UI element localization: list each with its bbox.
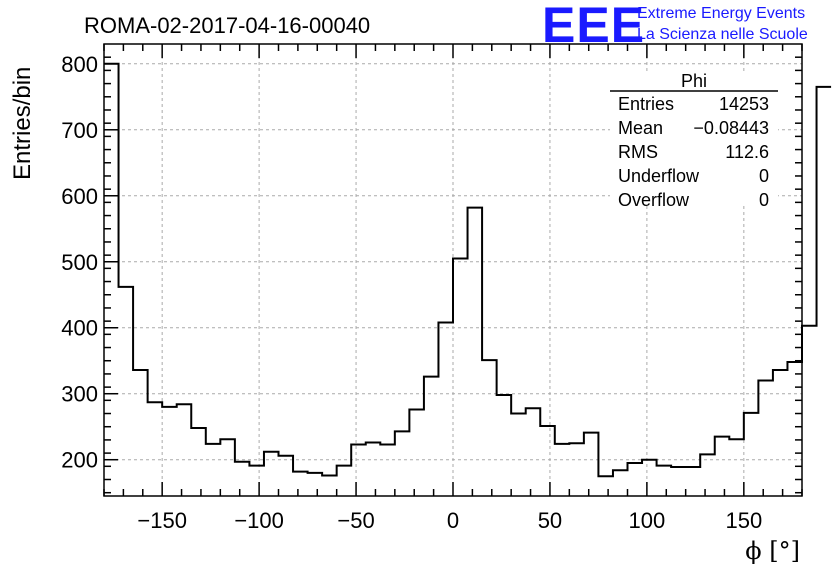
- x-tick-label: 100: [629, 508, 666, 533]
- stats-value: −0.08443: [693, 118, 769, 138]
- brand-line-1: Extreme Energy Events: [637, 5, 805, 22]
- axis-layer: [103, 43, 803, 497]
- stats-label: Entries: [618, 94, 674, 114]
- stats-label: RMS: [618, 142, 658, 162]
- stats-value: 14253: [719, 94, 769, 114]
- brand-line-2: La Scienza nelle Scuole: [637, 26, 808, 43]
- stats-value: 0: [759, 166, 769, 186]
- histogram-outline: [104, 62, 832, 478]
- chart-title: ROMA-02-2017-04-16-00040: [84, 13, 370, 38]
- x-tick-label: −50: [337, 508, 374, 533]
- x-axis-label: ϕ [°]: [745, 537, 800, 565]
- stats-box: Phi Entries 14253 Mean −0.08443 RMS 112.6 Unde…: [610, 71, 778, 210]
- stats-value: 112.6: [725, 142, 769, 162]
- histogram-layer: [104, 62, 832, 478]
- x-tick-label: 50: [538, 508, 562, 533]
- x-tick-label: 0: [447, 508, 459, 533]
- y-tick-label: 600: [61, 184, 98, 209]
- stats-box-background: [610, 72, 778, 206]
- stats-rows: Entries 14253 Mean −0.08443 RMS 112.6 Underflo…: [618, 94, 769, 210]
- stats-label: Overflow: [618, 190, 690, 210]
- y-tick-label: 300: [61, 382, 98, 407]
- y-axis-label: Entries/bin: [9, 67, 36, 180]
- x-tick-label: −100: [234, 508, 284, 533]
- tick-label-layer: −150 −100 −50 0 50 100 150 200 300 400 500 600 700 80…: [61, 52, 762, 533]
- stats-label: Mean: [618, 118, 663, 138]
- y-tick-label: 400: [61, 316, 98, 341]
- stats-label: Underflow: [618, 166, 700, 186]
- y-tick-label: 200: [61, 448, 98, 473]
- y-tick-label: 800: [61, 52, 98, 77]
- y-tick-label: 700: [61, 118, 98, 143]
- eee-logo: EEE: [542, 0, 645, 53]
- stats-box-title: Phi: [681, 71, 707, 91]
- x-tick-label: −150: [137, 508, 187, 533]
- stats-value: 0: [759, 190, 769, 210]
- y-tick-label: 500: [61, 250, 98, 275]
- x-tick-label: 150: [725, 508, 762, 533]
